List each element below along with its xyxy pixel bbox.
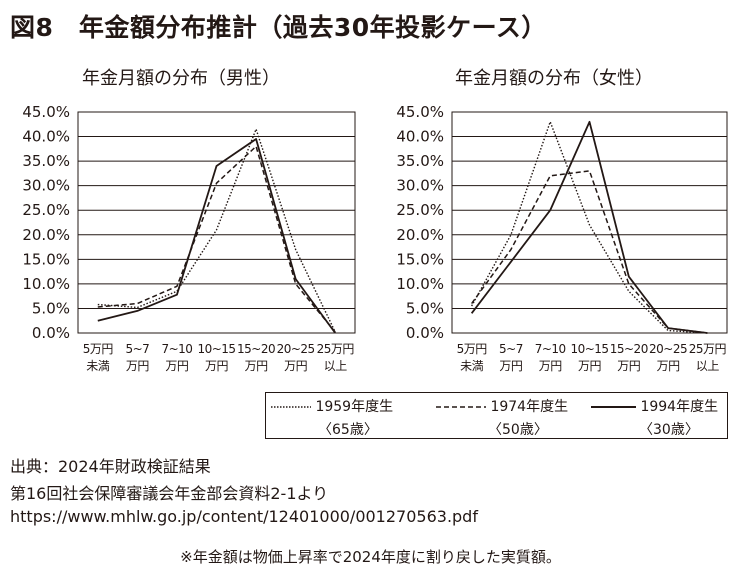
x-tick-label: 10~15 xyxy=(570,342,608,356)
legend-age: 〈50歳〉 xyxy=(488,422,548,438)
x-tick-label: 万円 xyxy=(578,359,601,373)
y-tick-label: 40.0% xyxy=(22,128,70,146)
y-tick-label: 25.0% xyxy=(22,201,70,219)
y-tick-label: 30.0% xyxy=(396,177,444,195)
y-tick-label: 10.0% xyxy=(396,275,444,293)
x-tick-label: 20~25 xyxy=(649,342,687,356)
x-tick-label: 15~20 xyxy=(237,342,275,356)
source-line: 第16回社会保障審議会年金部会資料2-1より xyxy=(10,484,329,503)
x-tick-label: 万円 xyxy=(165,359,188,373)
x-tick-label: 万円 xyxy=(539,359,562,373)
x-tick-label: 万円 xyxy=(284,359,307,373)
y-tick-label: 35.0% xyxy=(22,152,70,170)
y-tick-label: 5.0% xyxy=(32,299,70,317)
female-chart-title: 年金月額の分布（女性） xyxy=(455,68,653,89)
source-line: 出典：2024年財政検証結果 xyxy=(10,457,211,476)
plot-frame xyxy=(77,111,356,334)
footnote: ※年金額は物価上昇率で2024年度に割り戻した実質額。 xyxy=(180,548,561,566)
legend-label: 1974年度生 xyxy=(490,399,569,415)
source-url[interactable]: https://www.mhlw.go.jp/content/12401000/… xyxy=(10,507,478,526)
x-tick-label: 万円 xyxy=(205,359,228,373)
x-tick-label: 未満 xyxy=(86,359,110,373)
y-tick-label: 15.0% xyxy=(22,250,70,268)
y-tick-label: 15.0% xyxy=(396,250,444,268)
legend-label: 1959年度生 xyxy=(315,399,394,415)
legend-item-1974: 1974年度生 xyxy=(436,396,568,416)
x-tick-label: 5~7 xyxy=(125,342,149,356)
series-line-1994年度生 xyxy=(470,120,708,334)
dashed-line-swatch xyxy=(436,406,486,408)
legend-label: 1994年度生 xyxy=(640,399,719,415)
series-line-1959年度生 xyxy=(471,121,708,334)
figure-title: 図8 年金額分布推計（過去30年投影ケース） xyxy=(10,13,547,42)
series-line-1994年度生 xyxy=(97,138,336,334)
solid-line-swatch xyxy=(591,406,636,408)
x-tick-label: 25万円 xyxy=(317,342,354,356)
x-tick-label: 以上 xyxy=(696,359,720,373)
x-tick-label: 5万円 xyxy=(457,342,487,356)
x-tick-label: 万円 xyxy=(617,359,640,373)
series-line-1959年度生 xyxy=(97,128,336,333)
dotted-line-swatch xyxy=(271,406,311,408)
legend: 1959年度生 〈65歳〉 1974年度生 〈50歳〉 1994年度生 〈30歳… xyxy=(265,392,728,439)
legend-age: 〈65歳〉 xyxy=(318,422,378,438)
y-tick-label: 0.0% xyxy=(32,324,70,342)
y-tick-label: 45.0% xyxy=(22,103,70,121)
y-tick-label: 5.0% xyxy=(406,299,444,317)
male-chart-title: 年金月額の分布（男性） xyxy=(82,68,280,89)
x-tick-label: 15~20 xyxy=(610,342,648,356)
y-tick-label: 30.0% xyxy=(22,177,70,195)
y-tick-label: 25.0% xyxy=(396,201,444,219)
legend-age: 〈30歳〉 xyxy=(639,422,699,438)
legend-item-1994: 1994年度生 xyxy=(591,396,718,416)
female-chart: 0.0% 5.0% 10.0% 15.0% 20.0% 25.0% 30.0% 35.0% 40… xyxy=(396,103,728,373)
x-tick-label: 万円 xyxy=(499,359,522,373)
x-tick-label: 万円 xyxy=(245,359,268,373)
y-tick-label: 0.0% xyxy=(406,324,444,342)
y-tick-label: 40.0% xyxy=(396,128,444,146)
x-tick-label: 5~7 xyxy=(499,342,523,356)
y-tick-label: 10.0% xyxy=(22,275,70,293)
x-tick-label: 25万円 xyxy=(689,342,726,356)
x-tick-label: 7~10 xyxy=(535,342,566,356)
x-tick-label: 万円 xyxy=(657,359,680,373)
male-chart: 0.0% 5.0% 10.0% 15.0% 20.0% 25.0% 30.0% 35.0% 40… xyxy=(22,103,356,373)
x-tick-label: 未満 xyxy=(460,359,484,373)
y-tick-label: 20.0% xyxy=(22,226,70,244)
x-tick-label: 以上 xyxy=(324,359,348,373)
x-tick-label: 5万円 xyxy=(83,342,113,356)
series-line-1974年度生 xyxy=(97,145,336,333)
x-tick-label: 万円 xyxy=(126,359,149,373)
x-tick-label: 10~15 xyxy=(197,342,235,356)
x-tick-label: 7~10 xyxy=(161,342,192,356)
y-tick-label: 35.0% xyxy=(396,152,444,170)
y-tick-label: 45.0% xyxy=(396,103,444,121)
legend-item-1959: 1959年度生 xyxy=(271,396,393,416)
x-tick-label: 20~25 xyxy=(277,342,315,356)
plot-frame xyxy=(451,111,728,334)
y-tick-label: 20.0% xyxy=(396,226,444,244)
